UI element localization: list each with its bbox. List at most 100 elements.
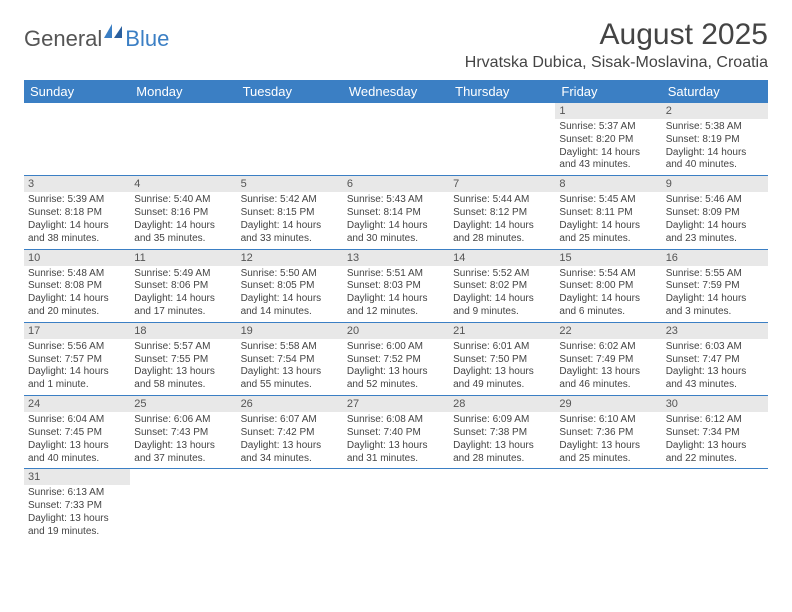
calendar-day-cell: 18Sunrise: 5:57 AMSunset: 7:55 PMDayligh… <box>130 322 236 395</box>
weekday-header: Sunday <box>24 80 130 103</box>
sunset-text: Sunset: 8:11 PM <box>559 207 657 220</box>
weekday-header-row: Sunday Monday Tuesday Wednesday Thursday… <box>24 80 768 103</box>
calendar-week-row: 31Sunrise: 6:13 AMSunset: 7:33 PMDayligh… <box>24 469 768 542</box>
logo: General Blue <box>24 24 169 53</box>
calendar-day-cell: 20Sunrise: 6:00 AMSunset: 7:52 PMDayligh… <box>343 322 449 395</box>
sunrise-text: Sunrise: 5:42 AM <box>241 194 339 207</box>
day-number: 5 <box>237 176 343 192</box>
calendar-day-cell: 25 Sunrise: 6:06 AMSunset: 7:43 PMDayligh… <box>130 396 236 469</box>
sunrise-text: Sunrise: 5:46 AM <box>666 194 764 207</box>
calendar-day-cell: 23Sunrise: 6:03 AMSunset: 7:47 PMDayligh… <box>662 322 768 395</box>
calendar-empty-cell <box>343 103 449 176</box>
sunrise-text: Sunrise: 6:02 AM <box>559 341 657 354</box>
daylight-text: Daylight: 14 hours and 6 minutes. <box>559 293 657 319</box>
day-number: 25 <box>130 396 236 412</box>
sunset-text: Sunset: 7:34 PM <box>666 427 764 440</box>
calendar-day-cell: 31Sunrise: 6:13 AMSunset: 7:33 PMDayligh… <box>24 469 130 542</box>
weekday-header: Friday <box>555 80 661 103</box>
daylight-text: Daylight: 13 hours and 43 minutes. <box>666 366 764 392</box>
calendar-day-cell: 4Sunrise: 5:40 AMSunset: 8:16 PMDaylight… <box>130 176 236 249</box>
daylight-text: Daylight: 14 hours and 14 minutes. <box>241 293 339 319</box>
sunrise-text: Sunrise: 5:58 AM <box>241 341 339 354</box>
sunrise-text: Sunrise: 6:06 AM <box>134 414 232 427</box>
calendar-day-cell: 1Sunrise: 5:37 AMSunset: 8:20 PMDaylight… <box>555 103 661 176</box>
calendar-day-cell: 10Sunrise: 5:48 AMSunset: 8:08 PMDayligh… <box>24 249 130 322</box>
daylight-text: Daylight: 14 hours and 30 minutes. <box>347 220 445 246</box>
sunrise-text: Sunrise: 5:44 AM <box>453 194 551 207</box>
sunrise-text: Sunrise: 5:52 AM <box>453 268 551 281</box>
daylight-text: Daylight: 13 hours and 55 minutes. <box>241 366 339 392</box>
sunrise-text: Sunrise: 6:08 AM <box>347 414 445 427</box>
daylight-text: Daylight: 14 hours and 43 minutes. <box>559 147 657 173</box>
calendar-day-cell: 13Sunrise: 5:51 AMSunset: 8:03 PMDayligh… <box>343 249 449 322</box>
calendar-day-cell: 24Sunrise: 6:04 AMSunset: 7:45 PMDayligh… <box>24 396 130 469</box>
sunset-text: Sunset: 8:15 PM <box>241 207 339 220</box>
calendar-week-row: 24Sunrise: 6:04 AMSunset: 7:45 PMDayligh… <box>24 396 768 469</box>
daylight-text: Daylight: 13 hours and 40 minutes. <box>28 440 126 466</box>
sunset-text: Sunset: 7:52 PM <box>347 354 445 367</box>
day-number: 21 <box>449 323 555 339</box>
calendar-day-cell: 15 Sunrise: 5:54 AMSunset: 8:00 PMDayligh… <box>555 249 661 322</box>
sunset-text: Sunset: 7:55 PM <box>134 354 232 367</box>
day-number: 19 <box>237 323 343 339</box>
daylight-text: Daylight: 14 hours and 40 minutes. <box>666 147 764 173</box>
sunrise-text: Sunrise: 6:07 AM <box>241 414 339 427</box>
calendar-day-cell: 14 Sunrise: 5:52 AMSunset: 8:02 PMDayligh… <box>449 249 555 322</box>
daylight-text: Daylight: 13 hours and 19 minutes. <box>28 513 126 539</box>
sunset-text: Sunset: 7:40 PM <box>347 427 445 440</box>
day-number: 23 <box>662 323 768 339</box>
sunset-text: Sunset: 7:49 PM <box>559 354 657 367</box>
daylight-text: Daylight: 14 hours and 23 minutes. <box>666 220 764 246</box>
sunrise-text: Sunrise: 5:39 AM <box>28 194 126 207</box>
sunrise-text: Sunrise: 6:13 AM <box>28 487 126 500</box>
sunrise-text: Sunrise: 6:12 AM <box>666 414 764 427</box>
sunrise-text: Sunrise: 5:55 AM <box>666 268 764 281</box>
daylight-text: Daylight: 14 hours and 28 minutes. <box>453 220 551 246</box>
sunset-text: Sunset: 7:33 PM <box>28 500 126 513</box>
daylight-text: Daylight: 13 hours and 37 minutes. <box>134 440 232 466</box>
daylight-text: Daylight: 14 hours and 1 minute. <box>28 366 126 392</box>
day-number: 10 <box>24 250 130 266</box>
weekday-header: Saturday <box>662 80 768 103</box>
sunset-text: Sunset: 8:18 PM <box>28 207 126 220</box>
page-header: General Blue August 2025 Hrvatska Dubica… <box>24 18 768 72</box>
daylight-text: Daylight: 14 hours and 9 minutes. <box>453 293 551 319</box>
weekday-header: Thursday <box>449 80 555 103</box>
calendar-empty-cell <box>449 469 555 542</box>
logo-sail-icon <box>104 24 124 45</box>
day-number: 18 <box>130 323 236 339</box>
calendar-day-cell: 27Sunrise: 6:08 AMSunset: 7:40 PMDayligh… <box>343 396 449 469</box>
daylight-text: Daylight: 13 hours and 52 minutes. <box>347 366 445 392</box>
calendar-empty-cell <box>555 469 661 542</box>
calendar-day-cell: 6Sunrise: 5:43 AMSunset: 8:14 PMDaylight… <box>343 176 449 249</box>
daylight-text: Daylight: 13 hours and 28 minutes. <box>453 440 551 466</box>
sunrise-text: Sunrise: 5:57 AM <box>134 341 232 354</box>
day-number: 15 <box>555 250 661 266</box>
day-number: 17 <box>24 323 130 339</box>
daylight-text: Daylight: 13 hours and 46 minutes. <box>559 366 657 392</box>
day-number: 13 <box>343 250 449 266</box>
day-number: 24 <box>24 396 130 412</box>
calendar-empty-cell <box>24 103 130 176</box>
sunrise-text: Sunrise: 5:43 AM <box>347 194 445 207</box>
sunset-text: Sunset: 8:02 PM <box>453 280 551 293</box>
daylight-text: Daylight: 14 hours and 12 minutes. <box>347 293 445 319</box>
daylight-text: Daylight: 13 hours and 49 minutes. <box>453 366 551 392</box>
day-number: 12 <box>237 250 343 266</box>
daylight-text: Daylight: 14 hours and 17 minutes. <box>134 293 232 319</box>
sunset-text: Sunset: 8:00 PM <box>559 280 657 293</box>
day-number: 27 <box>343 396 449 412</box>
sunset-text: Sunset: 7:54 PM <box>241 354 339 367</box>
sunset-text: Sunset: 7:47 PM <box>666 354 764 367</box>
sunrise-text: Sunrise: 5:54 AM <box>559 268 657 281</box>
sunset-text: Sunset: 7:36 PM <box>559 427 657 440</box>
daylight-text: Daylight: 13 hours and 34 minutes. <box>241 440 339 466</box>
day-number: 8 <box>555 176 661 192</box>
sunset-text: Sunset: 8:05 PM <box>241 280 339 293</box>
calendar-table: Sunday Monday Tuesday Wednesday Thursday… <box>24 80 768 542</box>
calendar-day-cell: 30Sunrise: 6:12 AMSunset: 7:34 PMDayligh… <box>662 396 768 469</box>
calendar-day-cell: 16Sunrise: 5:55 AMSunset: 7:59 PMDayligh… <box>662 249 768 322</box>
sunset-text: Sunset: 7:43 PM <box>134 427 232 440</box>
day-number: 14 <box>449 250 555 266</box>
day-number: 6 <box>343 176 449 192</box>
